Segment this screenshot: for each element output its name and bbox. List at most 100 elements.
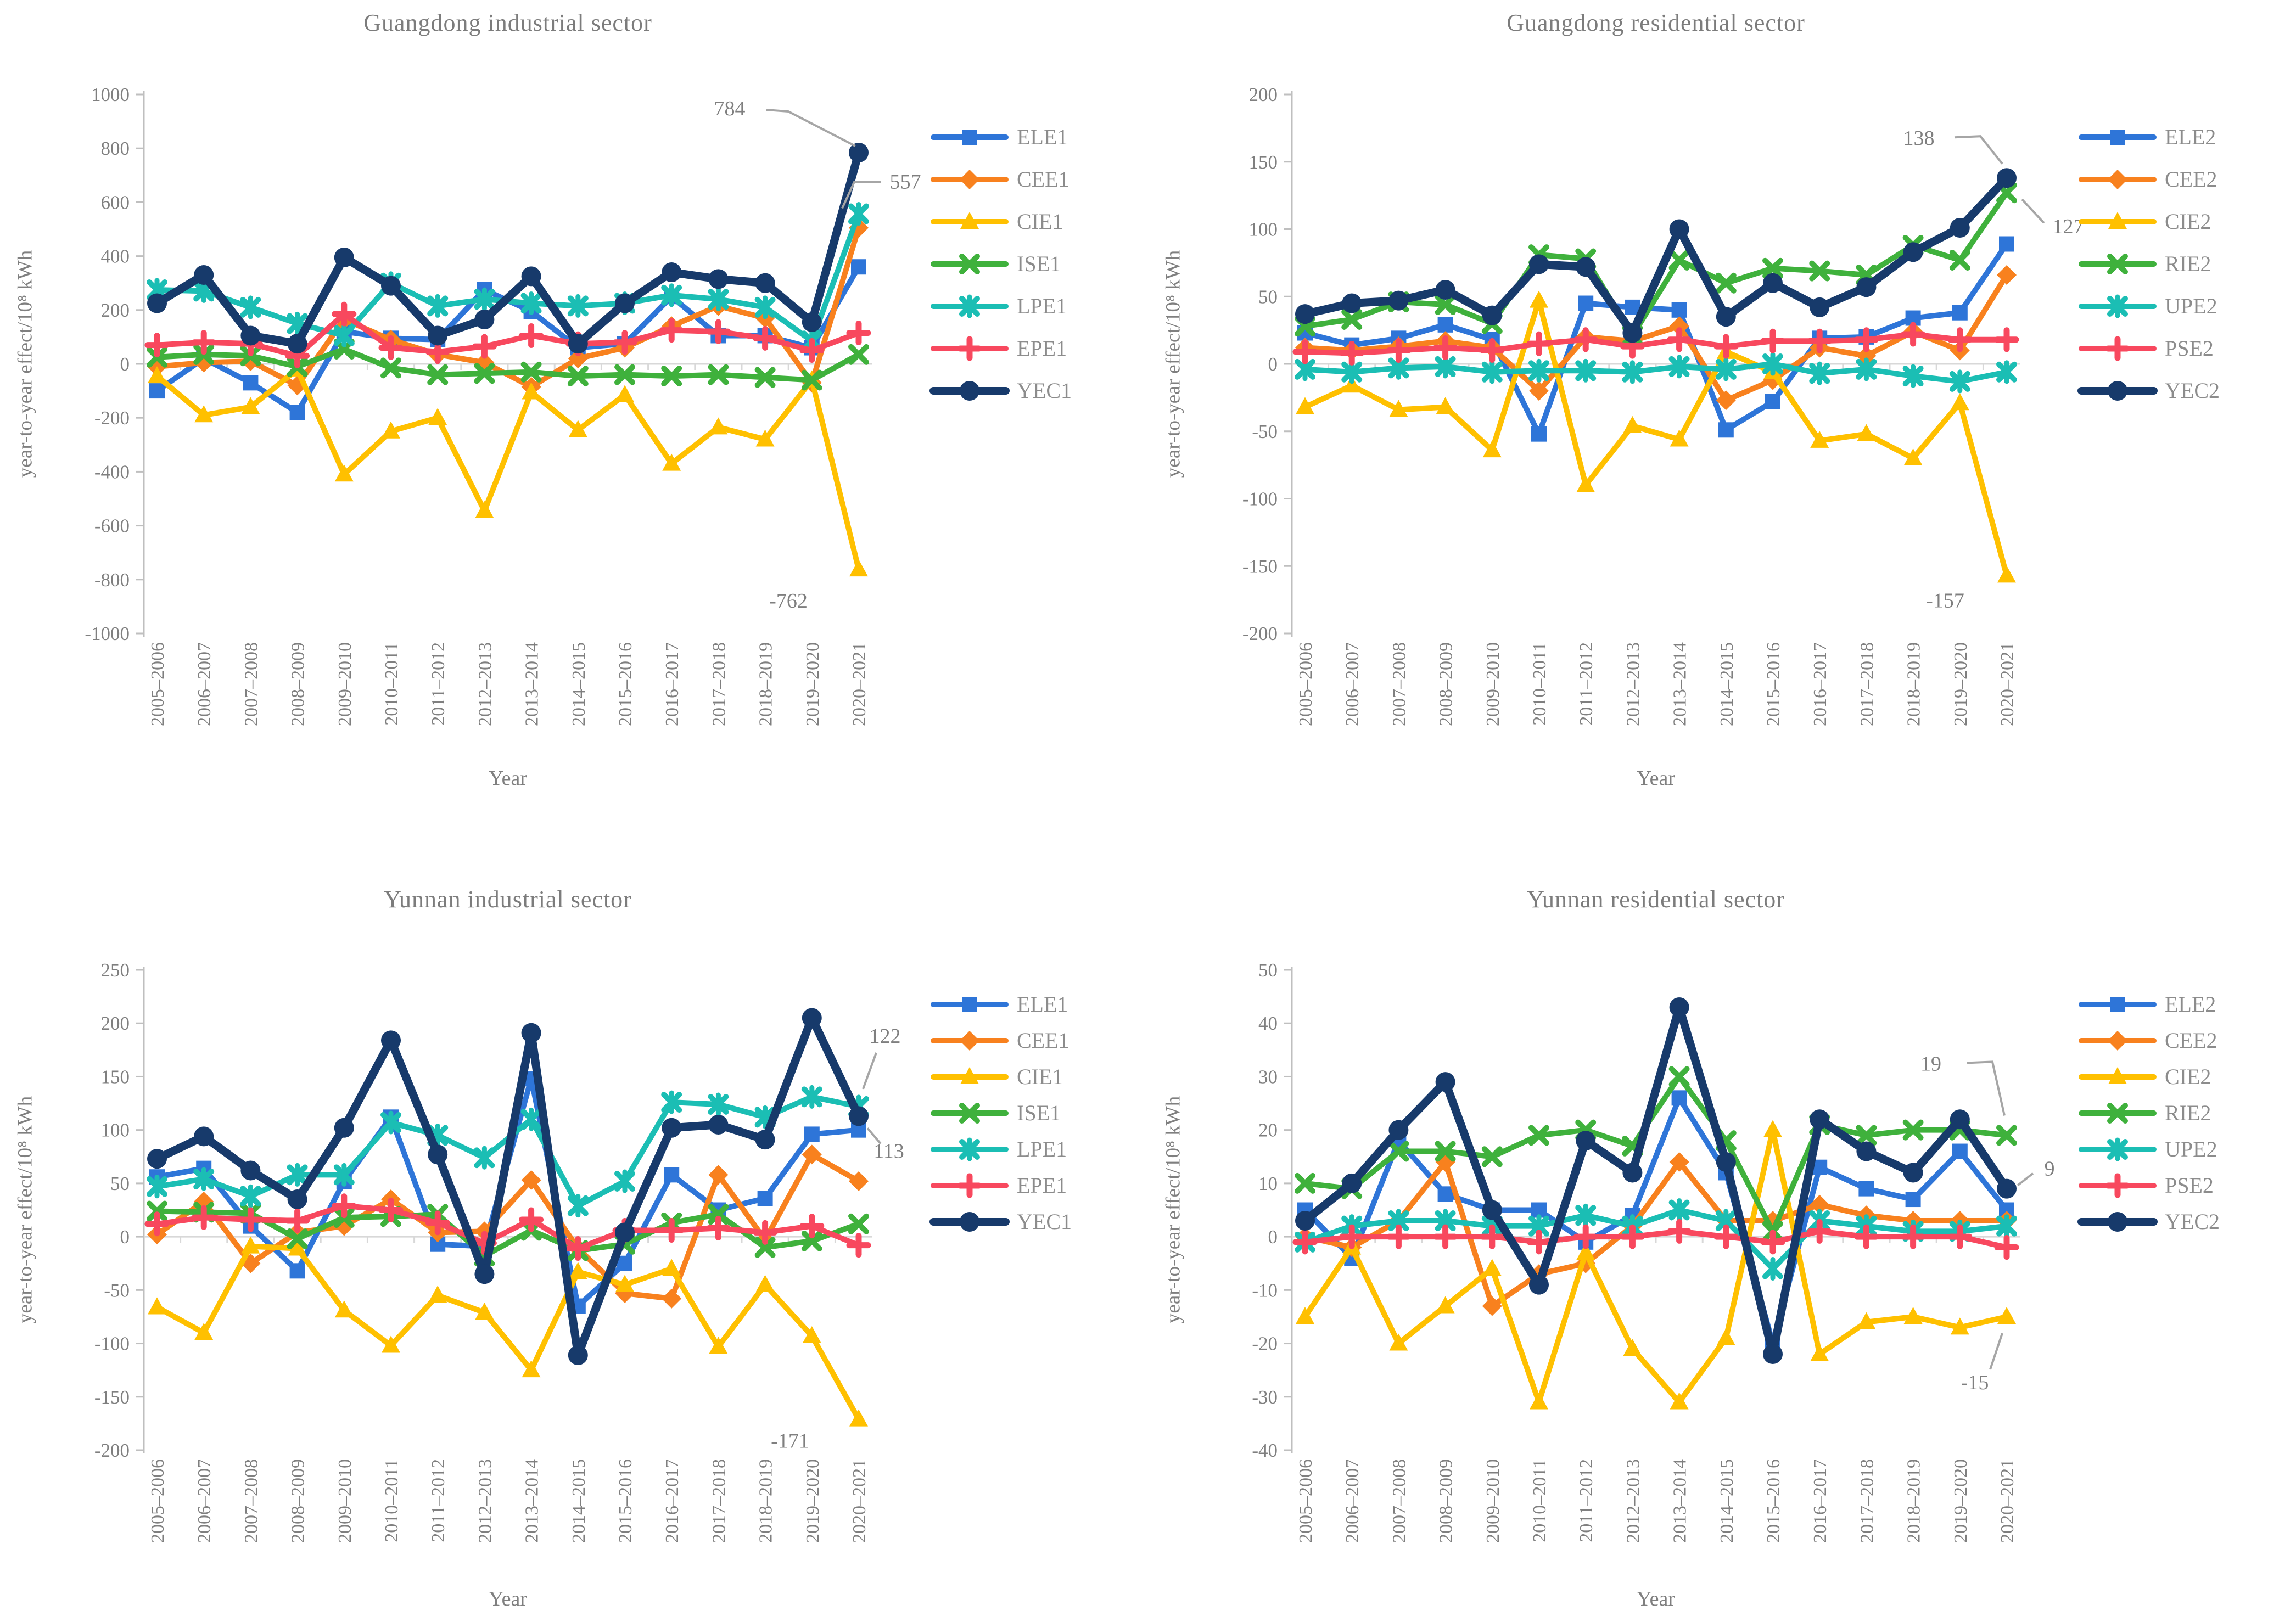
series-CEE2-marker-8 (1669, 1152, 1689, 1172)
series-PSE2-marker-7 (1620, 1224, 1645, 1249)
series-PSE2-marker-9 (1713, 1224, 1739, 1249)
y-tick-label: -50 (104, 1279, 130, 1301)
x-axis-title: Year (1636, 767, 1676, 790)
annotation--762: -762 (769, 590, 808, 613)
y-tick-label: 200 (1249, 84, 1278, 105)
series-RIE2-marker-12 (1856, 1125, 1877, 1146)
x-tick-label: 2006–2007 (1342, 1459, 1363, 1543)
legend-item-CIE2: CIE2 (2079, 209, 2211, 234)
series-PSE2-marker-11 (1807, 1219, 1832, 1244)
series-CIE2-marker-12 (1857, 424, 1876, 441)
series-EPE1-marker-11 (659, 1217, 684, 1243)
series-RIE2-marker-2 (1388, 1141, 1409, 1162)
series-ISE1-marker-6 (427, 364, 449, 385)
y-tick-label: 20 (1258, 1120, 1278, 1141)
series-UPE2-marker-15 (1996, 1214, 2017, 1238)
series-YEC1-marker-2 (240, 325, 261, 346)
series-YEC1-marker-1 (194, 1126, 214, 1147)
series-ELE1-marker-2 (243, 375, 259, 391)
x-axis-title: Year (488, 1587, 528, 1610)
legend-marker-star (2107, 294, 2128, 318)
chart-title: Yunnan industrial sector (384, 886, 632, 913)
series-YEC2-marker-11 (1810, 297, 1830, 317)
series-CIE1-marker-10 (615, 1275, 634, 1292)
series-ELE2-marker-9 (1718, 422, 1734, 438)
y-tick-label: -150 (94, 1387, 130, 1408)
series-UPE2-marker-11 (1809, 361, 1830, 385)
series-UPE2-marker-9 (1715, 357, 1737, 381)
x-tick-label: 2011–2012 (1576, 1459, 1597, 1542)
x-tick-label: 2007–2008 (1389, 1459, 1409, 1543)
legend-item-RIE2: RIE2 (2079, 1101, 2211, 1125)
series-CIE2-marker-13 (1903, 1306, 1923, 1324)
series-CIE2-marker-9 (1716, 1328, 1735, 1345)
series-RIE2-marker-13 (1902, 1119, 1924, 1141)
series-EPE1-marker-10 (612, 330, 637, 355)
series-YEC2-marker-3 (1435, 1072, 1455, 1092)
series-LPE1-marker-7 (474, 287, 495, 311)
x-tick-label: 2016–2017 (662, 1459, 682, 1543)
y-tick-label: 1000 (91, 84, 130, 105)
series-YEC2-marker-3 (1435, 279, 1455, 300)
x-tick-label: 2007–2008 (241, 1459, 261, 1543)
x-tick-label: 2008–2009 (288, 642, 309, 726)
legend-label: ISE1 (1017, 1101, 1061, 1125)
x-tick-label: 2014–2015 (1717, 642, 1737, 726)
legend-label: YEC1 (1017, 1209, 1072, 1234)
series-YEC2-marker-12 (1856, 277, 1877, 297)
series-CEE2-marker-9 (1716, 390, 1736, 411)
legend-marker-plus (957, 1173, 982, 1198)
series-PSE2-marker-1 (1339, 1224, 1364, 1249)
legend-marker-triangle (2108, 1067, 2127, 1084)
series-ELE2-marker-8 (1671, 302, 1687, 318)
x-tick-label: 2012–2013 (1623, 642, 1643, 726)
x-tick-label: 2010–2011 (1530, 642, 1550, 726)
legend-marker-diamond (960, 1031, 979, 1051)
series-YEC2-marker-6 (1576, 1131, 1596, 1151)
series-YEC1-marker-6 (428, 325, 448, 346)
series-CIE1-marker-12 (709, 417, 728, 435)
legend-label: CEE1 (1017, 167, 1069, 192)
series-ISE1-marker-13 (754, 367, 776, 388)
legend-label: UPE2 (2165, 1137, 2217, 1161)
annotation-leader-19 (1967, 1060, 2006, 1116)
series-CEE1-marker-15 (849, 1171, 869, 1191)
annotation-784: 784 (714, 97, 746, 120)
legend-item-ISE1: ISE1 (931, 1101, 1061, 1125)
x-axis-title: Year (1636, 1587, 1676, 1610)
series-ELE2-marker-13 (1905, 1192, 1921, 1208)
series-CIE1-marker-8 (522, 1360, 541, 1378)
series-ISE1-marker-15 (848, 1213, 869, 1234)
series-RIE2-marker-10 (1762, 257, 1783, 279)
series-LPE1-marker-11 (661, 1090, 682, 1114)
x-tick-label: 2008–2009 (1436, 642, 1457, 726)
y-tick-label: -200 (1242, 623, 1278, 644)
series-YEC1-marker-7 (474, 309, 495, 329)
series-YEC1-marker-0 (147, 1149, 167, 1169)
legend-marker-diamond (960, 170, 979, 189)
series-PSE2-marker-8 (1667, 327, 1692, 352)
series-LPE1-marker-0 (147, 1175, 167, 1199)
series-YEC1-marker-3 (287, 1189, 307, 1210)
y-axis-title: year-to-year effect/10⁸ kWh (14, 1096, 37, 1324)
series-CIE2-marker-2 (1389, 400, 1408, 417)
y-tick-label: -100 (1242, 489, 1278, 510)
series-RIE2-marker-9 (1715, 272, 1737, 294)
x-tick-label: 2011–2012 (1576, 642, 1597, 726)
series-CIE2-marker-5 (1530, 290, 1548, 308)
x-tick-label: 2016–2017 (662, 642, 682, 726)
series-PSE2-marker-4 (1480, 1224, 1505, 1249)
series-YEC1-marker-4 (334, 1118, 354, 1138)
annotation-leader-784 (766, 109, 856, 147)
series-CIE1-marker-13 (755, 429, 775, 447)
series-CEE1-marker-11 (662, 1288, 682, 1309)
series-ELE1-marker-15 (851, 259, 866, 275)
x-tick-label: 2019–2020 (803, 642, 823, 726)
series-CEE2-marker-5 (1529, 381, 1549, 401)
series-CIE2-marker-8 (1670, 1392, 1689, 1410)
chart-title: Guangdong industrial sector (363, 9, 652, 36)
x-tick-label: 2020–2021 (1997, 642, 2018, 726)
series-YEC1-line (153, 1014, 863, 1360)
legend-label: CIE2 (2165, 1064, 2211, 1089)
series-ELE2-marker-3 (1437, 1186, 1453, 1202)
